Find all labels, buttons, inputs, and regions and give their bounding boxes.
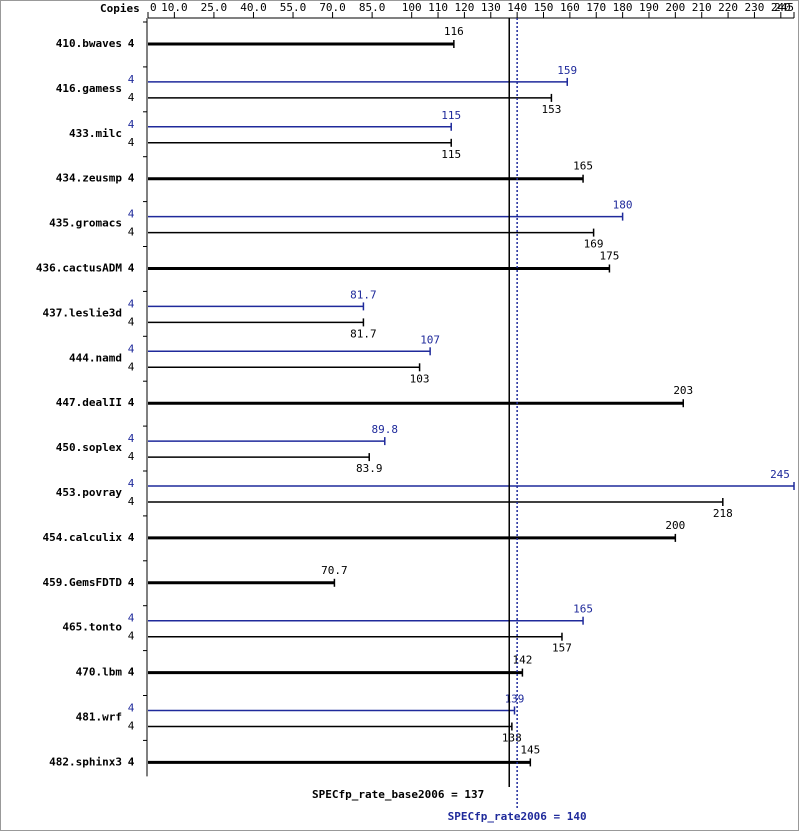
x-tick-label: 190 (639, 1, 659, 14)
value-label: 142 (512, 654, 532, 667)
x-tick-label: 110 (428, 1, 448, 14)
value-label: 203 (673, 384, 693, 397)
value-label: 157 (552, 642, 572, 655)
value-label: 89.8 (372, 423, 399, 436)
benchmark-name: 481.wrf (76, 711, 122, 724)
copies: 4 (128, 477, 135, 490)
value-label: 103 (410, 372, 430, 385)
benchmark-name: 470.lbm (76, 666, 123, 679)
peak-reference-label: SPECfp_rate2006 = 140 (448, 810, 587, 823)
copies: 4 (128, 450, 135, 463)
value-label: 245 (770, 468, 790, 481)
value-label: 180 (613, 199, 633, 212)
copies: 4 (128, 396, 135, 409)
copies: 4 (128, 262, 135, 275)
copies: 4 (128, 495, 135, 508)
copies: 4 (128, 702, 135, 715)
benchmark-name: 447.dealII (56, 396, 122, 409)
benchmark-name: 434.zeusmp (56, 172, 123, 185)
x-tick-label: 70.0 (319, 1, 346, 14)
copies: 4 (128, 226, 135, 239)
value-label: 139 (505, 693, 525, 706)
value-label: 138 (502, 732, 522, 745)
value-label: 153 (541, 103, 561, 116)
x-tick-label: 240 (771, 1, 791, 14)
benchmark-name: 433.milc (69, 127, 122, 140)
copies: 4 (128, 118, 135, 131)
x-tick-label: 120 (454, 1, 474, 14)
benchmark-name: 459.GemsFDTD (43, 576, 123, 589)
x-tick-label: 230 (745, 1, 765, 14)
copies: 4 (128, 666, 135, 679)
value-label: 70.7 (321, 564, 348, 577)
copies-header: Copies (100, 2, 140, 15)
benchmark-name: 450.soplex (56, 441, 123, 454)
value-label: 218 (713, 507, 733, 520)
copies: 4 (128, 91, 135, 104)
x-tick-label: 245 (774, 1, 794, 14)
value-label: 175 (599, 250, 619, 263)
copies: 4 (128, 172, 135, 185)
value-label: 159 (557, 64, 577, 77)
benchmark-name: 416.gamess (56, 82, 122, 95)
benchmark-name: 453.povray (56, 486, 123, 499)
copies: 4 (128, 755, 135, 768)
benchmark-name: 454.calculix (43, 531, 123, 544)
copies: 4 (128, 315, 135, 328)
copies: 4 (128, 630, 135, 643)
benchmark-name: 465.tonto (62, 621, 122, 634)
copies: 4 (128, 208, 135, 221)
x-tick-label: 140 (507, 1, 527, 14)
copies: 4 (128, 612, 135, 625)
x-tick-label: 160 (560, 1, 580, 14)
x-tick-label: 130 (481, 1, 501, 14)
value-label: 200 (665, 519, 685, 532)
base-reference-label: SPECfp_rate_base2006 = 137 (312, 788, 484, 801)
x-tick-label: 210 (692, 1, 712, 14)
copies: 4 (128, 73, 135, 86)
value-label: 165 (573, 160, 593, 173)
value-label: 165 (573, 603, 593, 616)
value-label: 145 (520, 743, 540, 756)
x-tick-label: 40.0 (240, 1, 267, 14)
copies: 4 (128, 37, 135, 50)
copies: 4 (128, 531, 135, 544)
x-tick-label: 200 (665, 1, 685, 14)
copies: 4 (128, 297, 135, 310)
x-tick-label: 180 (613, 1, 633, 14)
benchmark-name: 437.leslie3d (43, 306, 122, 319)
x-tick-label: 220 (718, 1, 738, 14)
value-label: 116 (444, 25, 464, 38)
value-label: 169 (584, 238, 604, 251)
value-label: 115 (441, 148, 461, 161)
x-tick-label: 100 (402, 1, 422, 14)
x-tick-label: 10.0 (161, 1, 188, 14)
value-label: 83.9 (356, 462, 383, 475)
copies: 4 (128, 720, 135, 733)
benchmark-name: 444.namd (69, 351, 122, 364)
copies: 4 (128, 432, 135, 445)
x-tick-label: 55.0 (280, 1, 307, 14)
x-tick-label: 25.0 (201, 1, 228, 14)
value-label: 81.7 (350, 288, 377, 301)
benchmark-name: 435.gromacs (49, 217, 122, 230)
copies: 4 (128, 136, 135, 149)
copies: 4 (128, 360, 135, 373)
x-tick-label: 150 (534, 1, 554, 14)
benchmark-name: 482.sphinx3 (49, 755, 122, 768)
x-tick-label: 170 (586, 1, 606, 14)
benchmark-name: 410.bwaves (56, 37, 122, 50)
value-label: 107 (420, 333, 440, 346)
copies: 4 (128, 576, 135, 589)
benchmark-name: 436.cactusADM (36, 262, 122, 275)
value-label: 81.7 (350, 327, 377, 340)
value-label: 115 (441, 109, 461, 122)
x-tick-label: 0 (150, 1, 157, 14)
x-tick-label: 85.0 (359, 1, 386, 14)
copies: 4 (128, 342, 135, 355)
